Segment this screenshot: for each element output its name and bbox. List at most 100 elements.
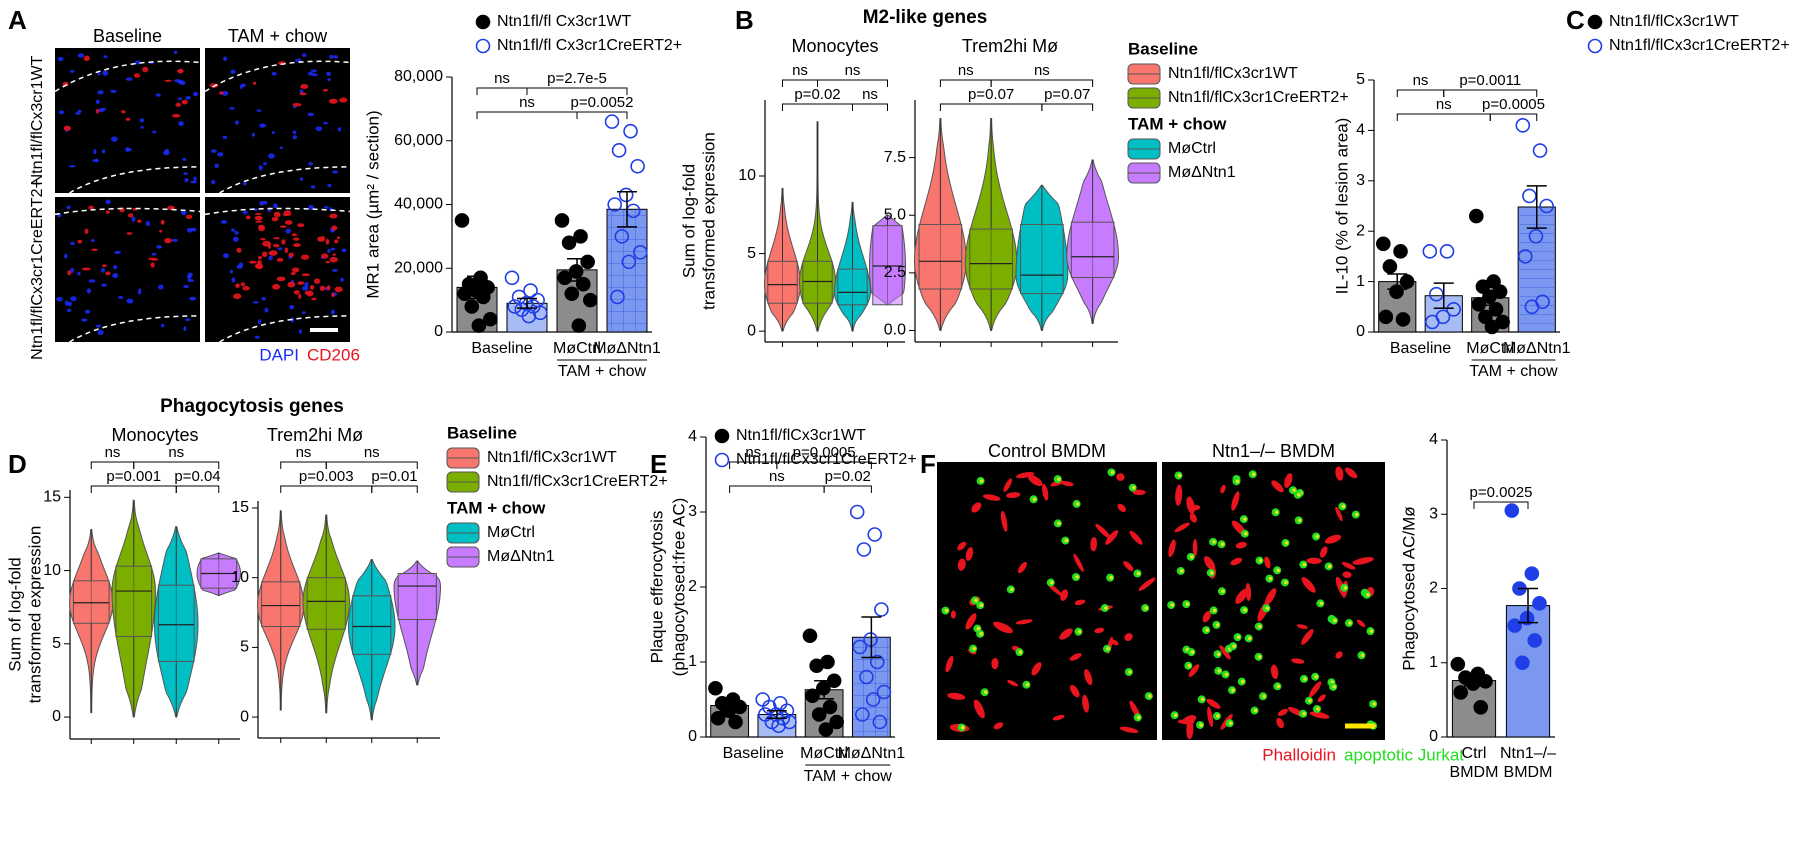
cd206-signal: [328, 98, 338, 104]
nucleus: [184, 178, 189, 183]
data-point: [1515, 655, 1530, 671]
nucleus: [101, 283, 107, 287]
cd206-signal: [120, 110, 126, 114]
data-point: [507, 299, 523, 314]
micrograph-row-label: Ntn1fl/flCx3cr1CreERT2+: [29, 179, 46, 360]
macrophage: [965, 613, 977, 630]
cd206-signal: [177, 68, 184, 74]
cd206-signal: [84, 228, 89, 235]
significance-label: ns: [958, 62, 974, 79]
significance-bracket: [776, 461, 872, 469]
apoptotic-cell-core: [1243, 517, 1247, 521]
significance-label: ns: [862, 86, 878, 103]
apoptotic-cell-core: [1104, 606, 1108, 610]
significance-label: ns: [1034, 62, 1050, 79]
macrophage: [1003, 478, 1013, 493]
significance-label: ns: [105, 444, 121, 461]
error-bar: [1433, 282, 1454, 310]
panel-letter: B: [735, 5, 754, 35]
nucleus: [315, 126, 323, 132]
data-point: [1450, 656, 1466, 672]
cd206-signal: [321, 253, 329, 259]
y-axis-label: IL-10 (% of lesion area): [1332, 118, 1351, 295]
group-label: Baseline: [471, 340, 532, 357]
cd206-signal: [272, 243, 280, 248]
nucleus: [90, 239, 95, 243]
y-tick-label: 5.0: [884, 206, 906, 223]
data-point: [728, 714, 743, 730]
apoptotic-cell-core: [1302, 711, 1306, 716]
nucleus: [64, 253, 68, 259]
lesion-border: [204, 60, 351, 93]
apoptotic-cell-core: [1110, 470, 1115, 475]
cd206-signal: [271, 216, 279, 222]
cd206-signal: [284, 220, 293, 225]
data-point: [464, 299, 480, 314]
data-point: [849, 504, 865, 520]
y-tick-label: 0: [1429, 728, 1438, 745]
data-point: [1465, 676, 1481, 691]
cd206-signal: [329, 213, 338, 219]
box: [306, 577, 346, 630]
data-point: [571, 318, 587, 333]
box: [767, 260, 798, 304]
micrograph: [1162, 462, 1385, 740]
y-tick-label: 0.0: [884, 322, 906, 339]
nucleus: [177, 97, 183, 101]
panel-title: Trem2hi Mø: [962, 36, 1058, 56]
nucleus: [259, 200, 264, 206]
legend-heading: TAM + chow: [1128, 114, 1227, 133]
nucleus: [185, 96, 191, 100]
data-point: [829, 714, 845, 730]
legend-label: Ntn1fl/fl Cx3cr1WT: [497, 13, 631, 30]
significance-label: ns: [296, 444, 312, 461]
macrophage: [991, 657, 999, 670]
cd206-signal: [273, 211, 281, 218]
legend-label: Ntn1fl/flCx3cr1WT: [736, 427, 866, 444]
nucleus: [105, 199, 111, 205]
y-tick-label: 15: [43, 489, 61, 506]
nucleus: [242, 181, 247, 186]
macrophage: [1027, 474, 1043, 487]
significance-label: ns: [1413, 72, 1429, 89]
cd206-signal: [332, 253, 336, 256]
nucleus: [277, 247, 283, 251]
box: [969, 228, 1013, 290]
nucleus: [126, 298, 134, 304]
nucleus: [95, 324, 102, 328]
x-tick-label: MøCtrl: [553, 340, 601, 357]
significance-bracket: [325, 461, 418, 469]
macrophage: [1138, 577, 1156, 591]
panel-title: Monocytes: [111, 425, 198, 445]
nucleus: [301, 311, 307, 314]
apoptotic-cell-core: [1284, 580, 1288, 585]
micrograph: [205, 197, 350, 342]
nucleus: [231, 228, 236, 232]
data-point: [1515, 118, 1531, 133]
y-tick-label: 0: [747, 322, 756, 339]
nucleus: [125, 77, 133, 81]
apoptotic-cell-core: [1302, 562, 1307, 567]
nucleus: [253, 208, 258, 212]
y-axis-label: Sum of log-fold: [5, 557, 24, 671]
micrograph-column-title: Ntn1–/– BMDM: [1212, 441, 1335, 461]
macrophage: [1123, 561, 1134, 571]
data-point: [811, 707, 827, 722]
significance-bracket: [990, 79, 1094, 87]
data-point: [855, 707, 870, 722]
apoptotic-cell-core: [976, 626, 981, 631]
data-point: [1393, 244, 1408, 259]
nucleus: [312, 73, 318, 77]
cd206-signal: [290, 271, 296, 276]
cd206-signal: [311, 297, 317, 301]
data-point: [583, 292, 598, 308]
panel-letter: D: [8, 449, 27, 479]
nucleus: [164, 148, 170, 154]
nucleus: [223, 56, 228, 62]
macrophage: [945, 655, 954, 673]
macrophage: [1319, 546, 1328, 558]
box: [397, 572, 437, 621]
apoptotic-cell-core: [1258, 624, 1262, 629]
nucleus: [297, 58, 302, 63]
apoptotic-cell-core: [1215, 623, 1220, 627]
